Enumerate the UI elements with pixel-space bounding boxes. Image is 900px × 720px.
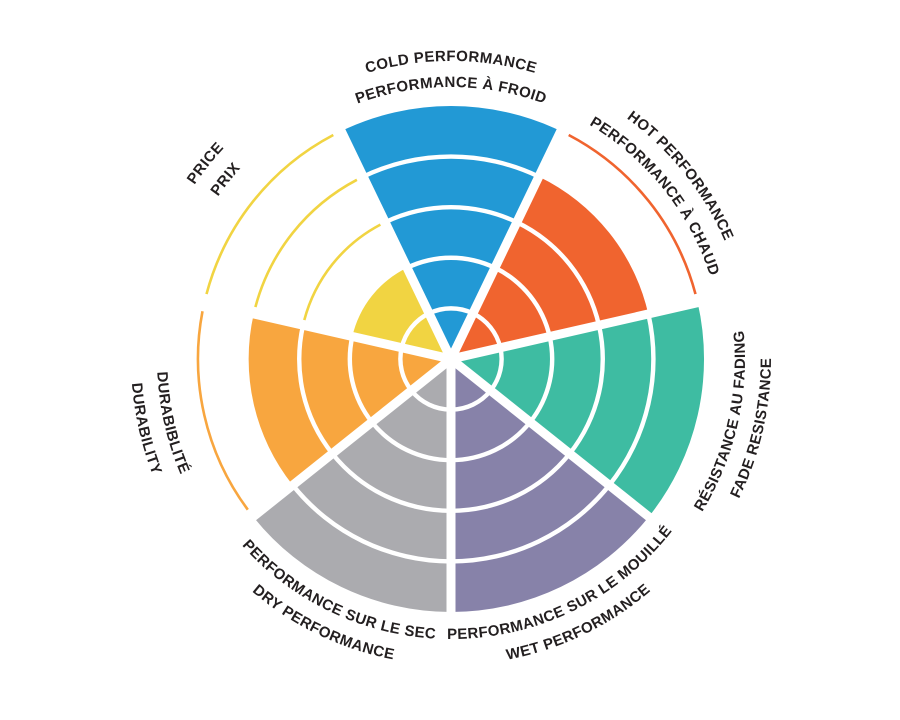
ring-outline-arc bbox=[303, 223, 382, 321]
ring-outline-arc bbox=[568, 133, 697, 295]
ring-outline-arc bbox=[205, 133, 334, 295]
sector-dividers bbox=[201, 127, 701, 614]
ring-fill bbox=[571, 314, 652, 484]
ring-fill bbox=[386, 209, 516, 266]
ring-outline-arc bbox=[196, 311, 249, 511]
ring-fill bbox=[430, 310, 472, 359]
sector-label-text: PERFORMANCE À FROID bbox=[353, 74, 548, 107]
ring-fill bbox=[473, 269, 548, 348]
divider-spoke bbox=[201, 297, 453, 364]
ring-fill bbox=[451, 486, 649, 612]
sector-label-text: COLD PERFORMANCE bbox=[363, 48, 538, 77]
ring-fill bbox=[531, 325, 601, 453]
sector-label-cold-performance-line1: COLD PERFORMANCE bbox=[363, 48, 538, 77]
ring-fill bbox=[364, 158, 538, 221]
sector-label-hot-performance-line1: HOT PERFORMANCE bbox=[624, 108, 737, 243]
ring-fill bbox=[408, 259, 494, 312]
sector-label-text: HOT PERFORMANCE bbox=[624, 108, 736, 243]
ring-fill bbox=[341, 106, 561, 175]
ring-fill bbox=[294, 455, 451, 560]
ring-fill bbox=[517, 176, 649, 325]
sector-label-cold-performance-line2: PERFORMANCE À FROID bbox=[353, 74, 549, 107]
divider-spoke bbox=[446, 127, 566, 361]
ring-fill bbox=[451, 455, 608, 560]
divider-spoke bbox=[448, 355, 654, 522]
ring-fill bbox=[334, 423, 451, 509]
ring-fill bbox=[495, 224, 597, 336]
divider-spoke bbox=[248, 355, 454, 522]
ring-fill bbox=[301, 325, 371, 453]
divider-spoke bbox=[449, 297, 701, 364]
ring-fill bbox=[451, 423, 568, 509]
ring-fill bbox=[352, 267, 429, 348]
ring-fill bbox=[611, 302, 705, 517]
ring-fill bbox=[248, 314, 331, 486]
ring-fill bbox=[253, 486, 451, 612]
ring-outline-arc bbox=[254, 178, 358, 308]
divider-spoke bbox=[336, 127, 456, 361]
